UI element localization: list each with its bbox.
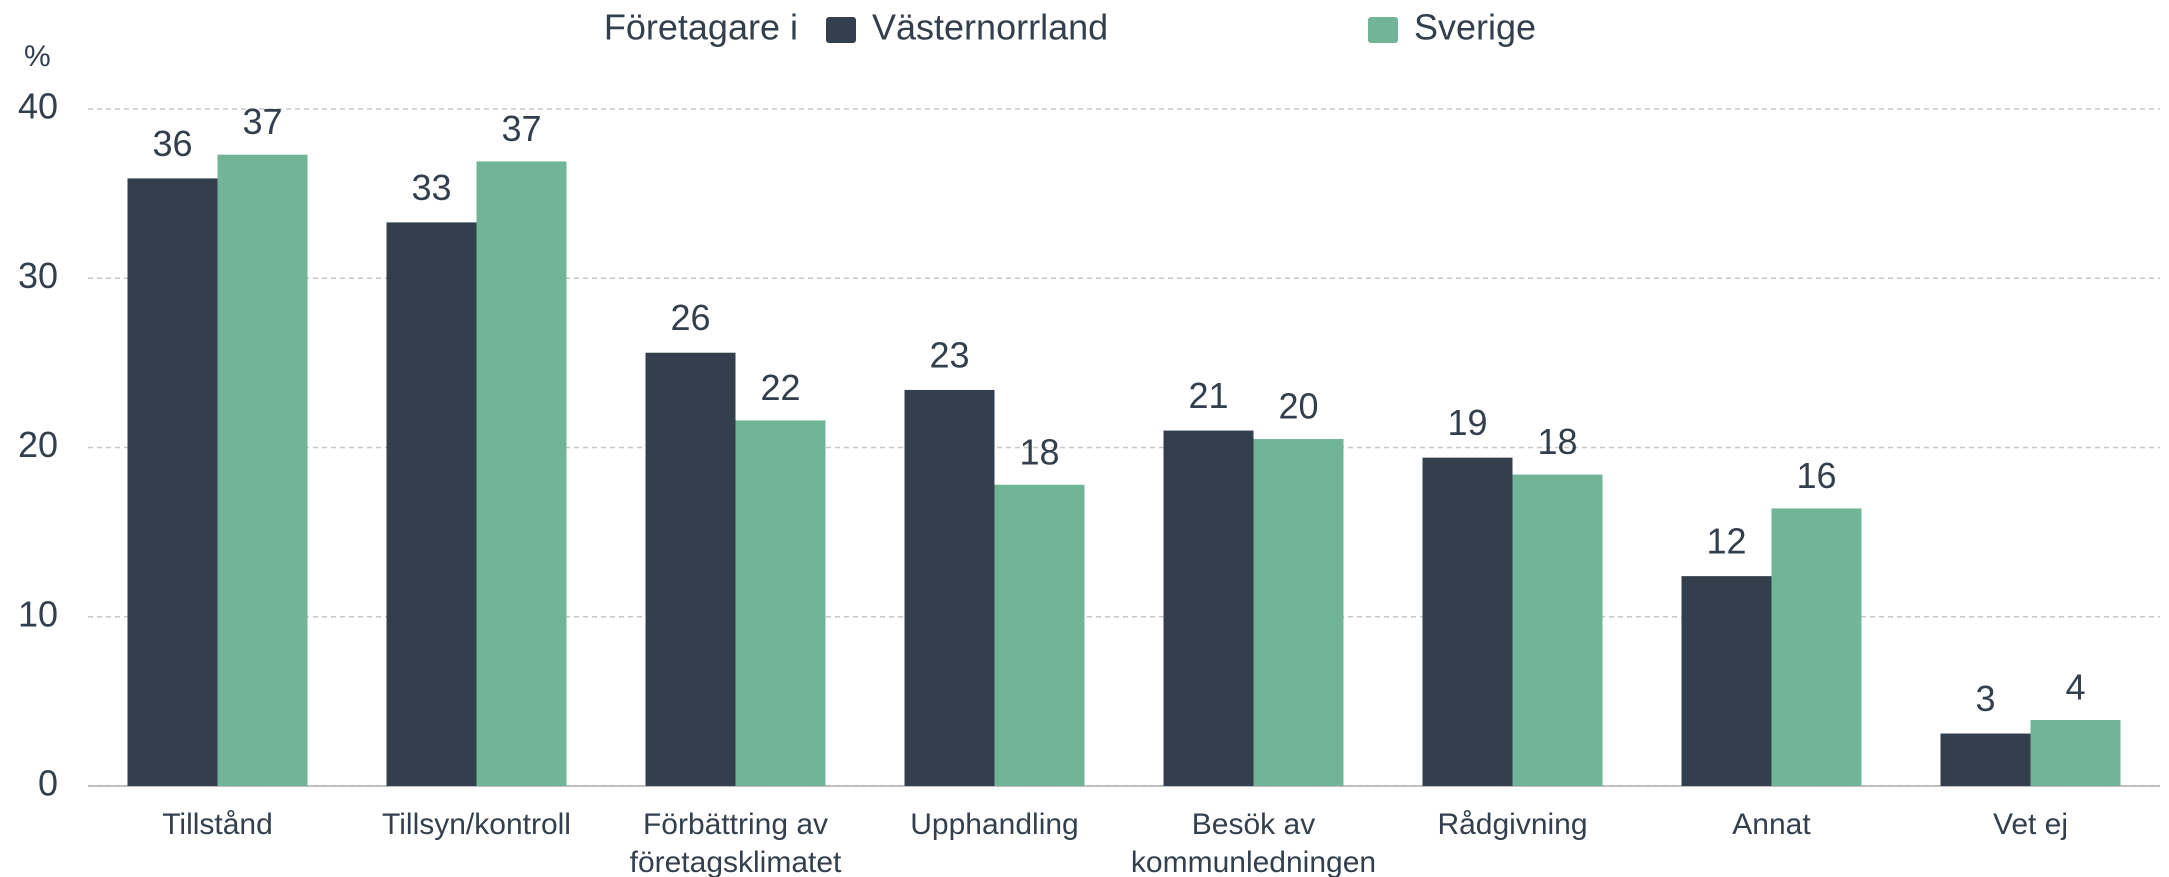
value-label: 37 <box>242 101 282 142</box>
y-tick-label: 20 <box>18 424 58 465</box>
value-label: 12 <box>1706 521 1746 562</box>
bar <box>904 389 995 786</box>
x-tick-line: Annat <box>1732 808 1811 841</box>
legend-label: Sverige <box>1414 7 1536 48</box>
x-tick-label: Tillstånd <box>162 808 273 841</box>
value-label: 33 <box>411 167 451 208</box>
x-tick-label: Tillsyn/kontroll <box>382 808 571 841</box>
x-tick-line: Tillstånd <box>162 808 273 841</box>
value-label: 21 <box>1188 375 1228 416</box>
bar <box>1512 474 1603 786</box>
bar <box>1681 576 1772 786</box>
y-tick-label: 10 <box>18 593 58 634</box>
x-tick-line: Tillsyn/kontroll <box>382 808 571 841</box>
bar <box>994 484 1085 786</box>
bar <box>476 161 567 786</box>
y-tick-label: 0 <box>38 763 58 804</box>
y-tick-label: 40 <box>18 86 58 127</box>
x-tick-label: Besök av kommunledningen <box>1131 808 1376 877</box>
value-label: 20 <box>1278 386 1318 427</box>
value-label: 19 <box>1447 402 1487 443</box>
bar <box>1422 457 1513 786</box>
y-tick-label: 30 <box>18 255 58 296</box>
x-tick-line: Besök av <box>1192 808 1315 841</box>
bar <box>735 420 826 786</box>
bar <box>127 178 218 786</box>
y-axis-label: % <box>24 40 51 73</box>
legend-label: Västernorrland <box>872 7 1108 48</box>
bar <box>1253 439 1344 786</box>
legend-swatch <box>1368 17 1398 43</box>
x-tick-line: Upphandling <box>910 808 1078 841</box>
x-tick-line: Vet ej <box>1993 808 2068 841</box>
bar <box>645 352 736 786</box>
x-tick-line: Förbättring av <box>643 808 828 841</box>
value-label: 37 <box>501 108 541 149</box>
value-label: 26 <box>670 297 710 338</box>
value-label: 18 <box>1019 431 1059 472</box>
x-tick-label: Rådgivning <box>1437 808 1587 841</box>
value-label: 16 <box>1796 455 1836 496</box>
value-label: 22 <box>760 367 800 408</box>
bar <box>386 222 477 786</box>
bar <box>1163 430 1254 786</box>
x-tick-label: Förbättring av företagsklimatet <box>630 808 842 877</box>
x-tick-label: Upphandling <box>910 808 1078 841</box>
bar <box>1771 508 1862 786</box>
x-tick-line: Rådgivning <box>1437 808 1587 841</box>
bar <box>1940 733 2031 786</box>
value-label: 3 <box>1975 678 1995 719</box>
value-label: 18 <box>1537 421 1577 462</box>
legend-swatch <box>826 17 856 43</box>
legend-title: Företagare i <box>604 7 798 48</box>
value-label: 23 <box>929 334 969 375</box>
x-tick-label: Annat <box>1732 808 1811 841</box>
value-label: 36 <box>152 123 192 164</box>
value-label: 4 <box>2065 667 2085 708</box>
x-tick-line: företagsklimatet <box>630 846 842 877</box>
x-tick-label: Vet ej <box>1993 808 2068 841</box>
x-tick-line: kommunledningen <box>1131 846 1376 877</box>
bar <box>2030 719 2121 786</box>
bar <box>217 154 308 786</box>
